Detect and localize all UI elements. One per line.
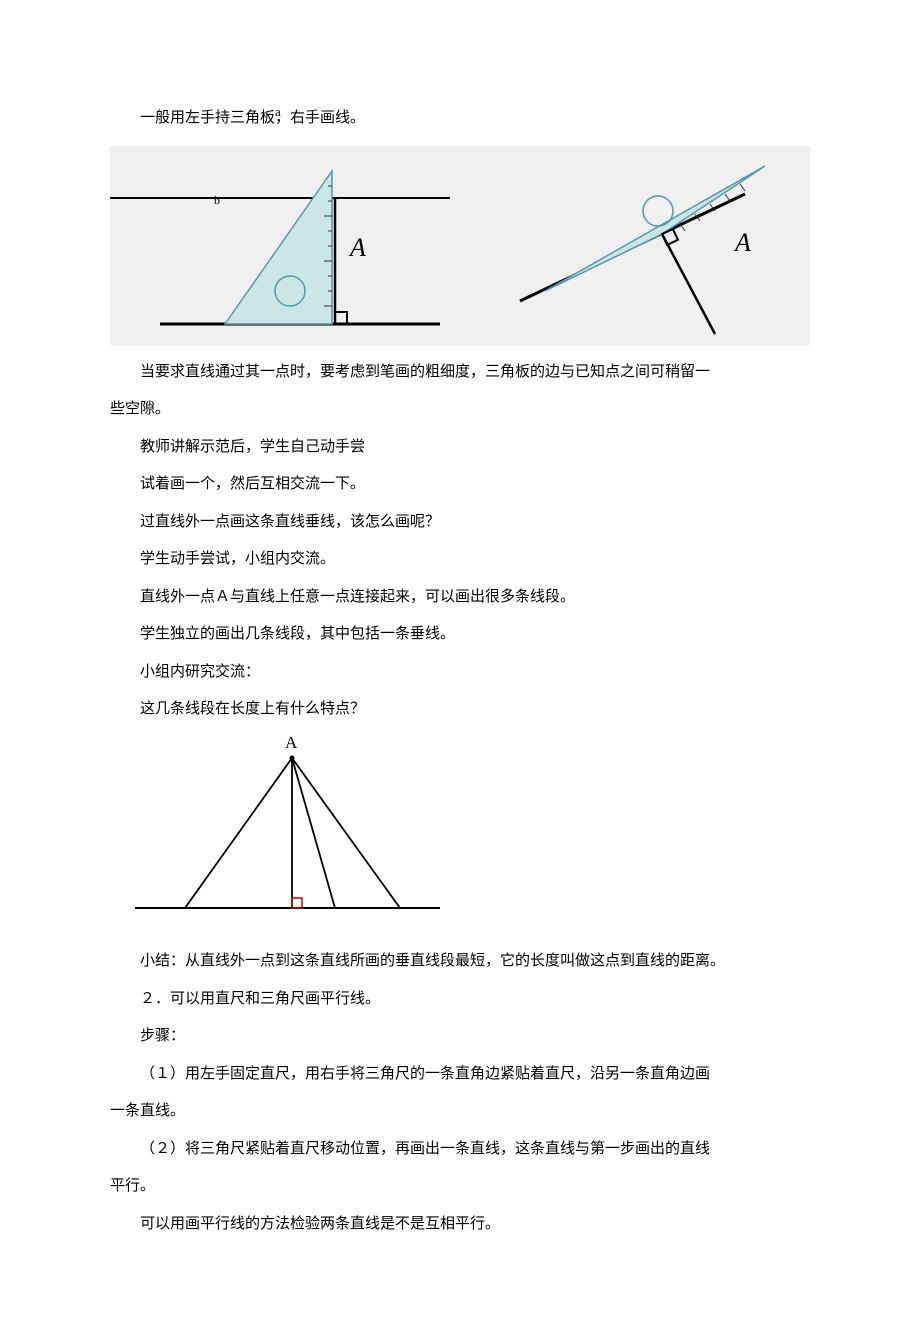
- paragraph: 小结：从直线外一点到这条直线所画的垂直线段最短，它的长度叫做这点到直线的距离。: [110, 943, 810, 981]
- paragraph: 学生动手尝试，小组内交流。: [110, 541, 810, 579]
- paragraph: 试着画一个，然后互相交流一下。: [110, 466, 810, 504]
- text: 角板，右手画线。: [245, 110, 365, 126]
- paragraph: 教师讲解示范后，学生自己动手尝: [110, 429, 810, 467]
- figure-row: b A: [110, 146, 810, 346]
- paragraph: （２）将三角尺紧贴着直尺移动位置，再画出一条直线，这条直线与第一步画出的直线: [110, 1131, 810, 1169]
- paragraph: 些空隙。: [110, 391, 810, 429]
- paragraph: ２．可以用直尺和三角尺画平行线。: [110, 981, 810, 1019]
- svg-text:b: b: [214, 193, 220, 207]
- figure-3-container: A: [110, 733, 810, 934]
- figure-1: b A: [110, 156, 450, 336]
- paragraph: 步骤：: [110, 1018, 810, 1056]
- paragraph: 当要求直线通过其一点时，要考虑到笔画的粗细度，三角板的边与已知点之间可稍留一: [110, 354, 810, 392]
- paragraph: 可以用画平行线的方法检验两条直线是不是互相平行。: [110, 1206, 810, 1244]
- svg-text:A: A: [285, 733, 298, 752]
- paragraph: 平行。: [110, 1168, 810, 1206]
- paragraph: 过直线外一点画这条直线垂线，该怎么画呢？: [110, 504, 810, 542]
- paragraph: 一般用左手持三a角板，右手画线。: [110, 100, 810, 138]
- svg-text:A: A: [348, 233, 366, 262]
- paragraph: 小组内研究交流：: [110, 654, 810, 692]
- figure-3: A: [110, 733, 450, 918]
- paragraph: （１）用左手固定直尺，用右手将三角尺的一条直角边紧贴着直尺，沿另一条直角边画: [110, 1056, 810, 1094]
- document-page: 一般用左手持三a角板，右手画线。 b: [0, 0, 920, 1323]
- paragraph: 一条直线。: [110, 1093, 810, 1131]
- paragraph: 直线外一点Ａ与直线上任意一点连接起来，可以画出很多条线段。: [110, 579, 810, 617]
- svg-text:A: A: [733, 228, 751, 257]
- text: 一般用左手持三: [140, 110, 245, 126]
- paragraph: 学生独立的画出几条线段，其中包括一条垂线。: [110, 616, 810, 654]
- paragraph: 这几条线段在长度上有什么特点？: [110, 691, 810, 729]
- figure-2: A: [510, 156, 810, 336]
